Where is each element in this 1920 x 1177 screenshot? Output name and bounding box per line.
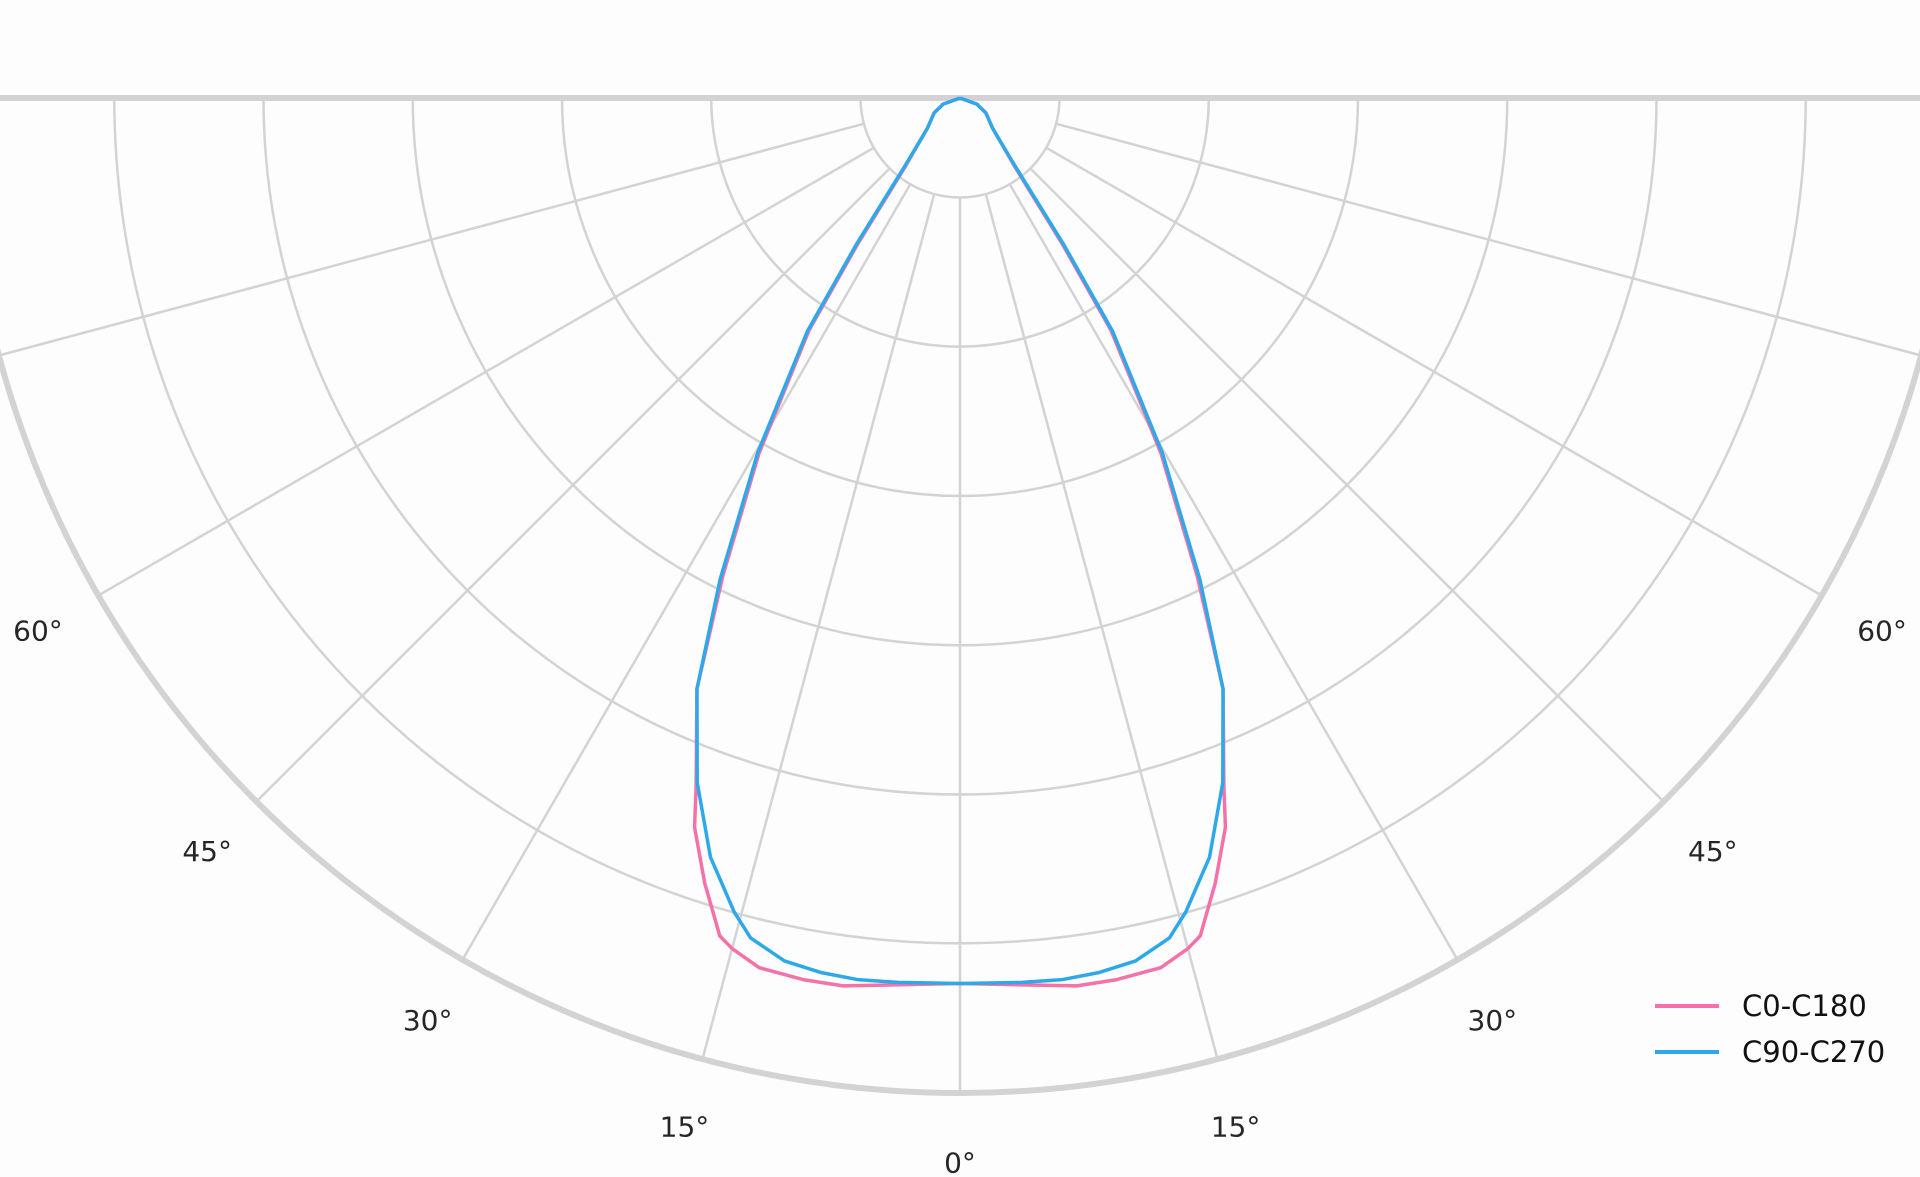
polar-grid xyxy=(0,95,1920,1096)
theta-gridline xyxy=(1045,146,1823,597)
theta-tick-label: 30° xyxy=(1468,1004,1518,1037)
theta-gridline xyxy=(701,193,936,1060)
theta-gridline xyxy=(461,183,912,961)
theta-gridline xyxy=(1055,122,1920,357)
theta-gridline xyxy=(1029,167,1665,803)
series-group xyxy=(692,96,1228,988)
theta-gridline xyxy=(0,122,865,357)
theta-gridline xyxy=(1008,183,1459,961)
legend: C0-C180 C90-C270 xyxy=(1655,989,1885,1069)
legend-label-c90-c270: C90-C270 xyxy=(1742,1035,1885,1069)
theta-tick-label: 45° xyxy=(182,835,232,868)
theta-tick-label: 60° xyxy=(1857,614,1907,647)
theta-gridline xyxy=(97,146,875,597)
theta-gridline xyxy=(255,167,891,803)
legend-label-c0-c180: C0-C180 xyxy=(1742,989,1867,1023)
theta-tick-label: 15° xyxy=(660,1110,710,1143)
theta-tick-label: 60° xyxy=(13,614,63,647)
series-line-c90-c270 xyxy=(695,96,1225,986)
theta-tick-label: 15° xyxy=(1211,1110,1261,1143)
theta-tick-label: 45° xyxy=(1688,835,1738,868)
theta-tick-label: 0° xyxy=(944,1147,976,1177)
r-gridline xyxy=(859,97,1061,199)
theta-tick-label: 30° xyxy=(403,1004,453,1037)
angle-tick-labels: 90°75°60°45°30°15°0°15°30°45°60°75°90° xyxy=(13,614,1907,1177)
theta-gridline xyxy=(984,193,1219,1060)
